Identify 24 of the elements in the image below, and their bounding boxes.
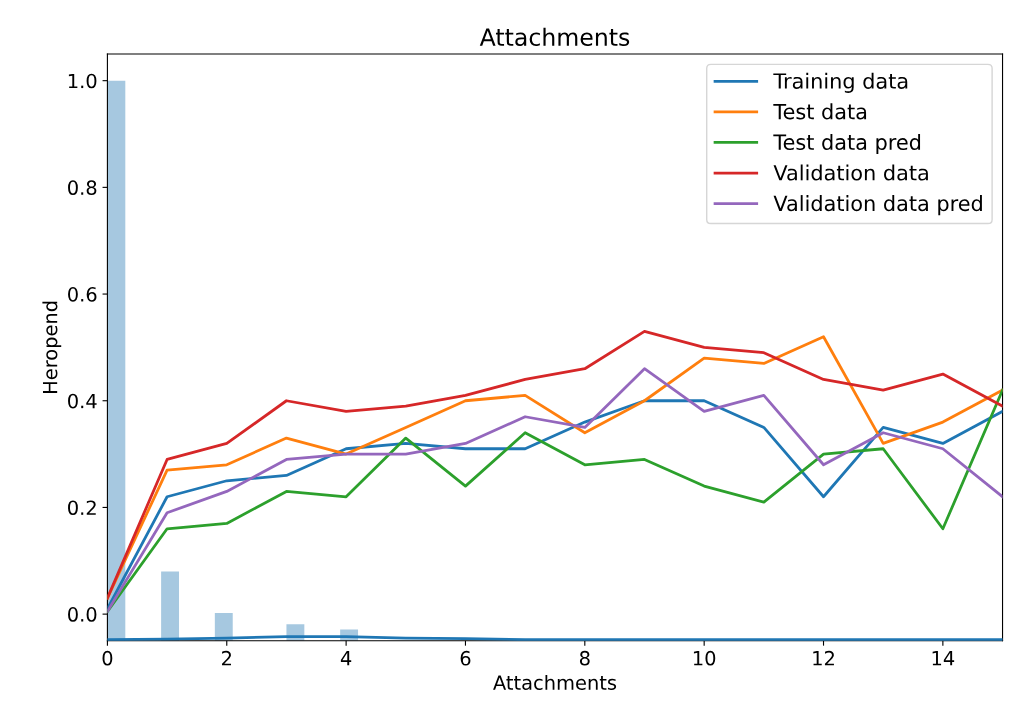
x-tick-label: 4 bbox=[340, 651, 352, 666]
x-axis-title: Attachments bbox=[493, 674, 617, 690]
y-tick-label: 0.8 bbox=[68, 180, 97, 196]
legend-label: Validation data bbox=[773, 164, 928, 181]
legend-label: Training data bbox=[773, 72, 908, 93]
legend-label: Validation data pred bbox=[773, 195, 982, 216]
x-tick-label: 0 bbox=[102, 650, 113, 666]
y-axis-title: Heropend bbox=[42, 301, 62, 393]
x-tick-label: 14 bbox=[932, 651, 955, 666]
y-tick-label: 0.2 bbox=[68, 500, 96, 516]
y-tick-label: 0.0 bbox=[68, 607, 97, 622]
bar bbox=[161, 571, 180, 641]
y-tick-label: 1.0 bbox=[68, 73, 97, 89]
x-tick-label: 2 bbox=[222, 650, 231, 666]
legend-label: Test data pred bbox=[773, 133, 921, 155]
chart-title: Attachments bbox=[479, 27, 630, 46]
y-tick-label: 0.4 bbox=[68, 393, 97, 409]
legend-label: Test data bbox=[773, 103, 867, 120]
y-tick-label: 0.6 bbox=[68, 287, 97, 302]
x-tick-label: 8 bbox=[579, 650, 590, 666]
bar bbox=[107, 80, 126, 641]
x-tick-label: 6 bbox=[460, 650, 471, 666]
x-tick-label: 12 bbox=[813, 650, 834, 666]
x-tick-label: 10 bbox=[693, 650, 716, 666]
